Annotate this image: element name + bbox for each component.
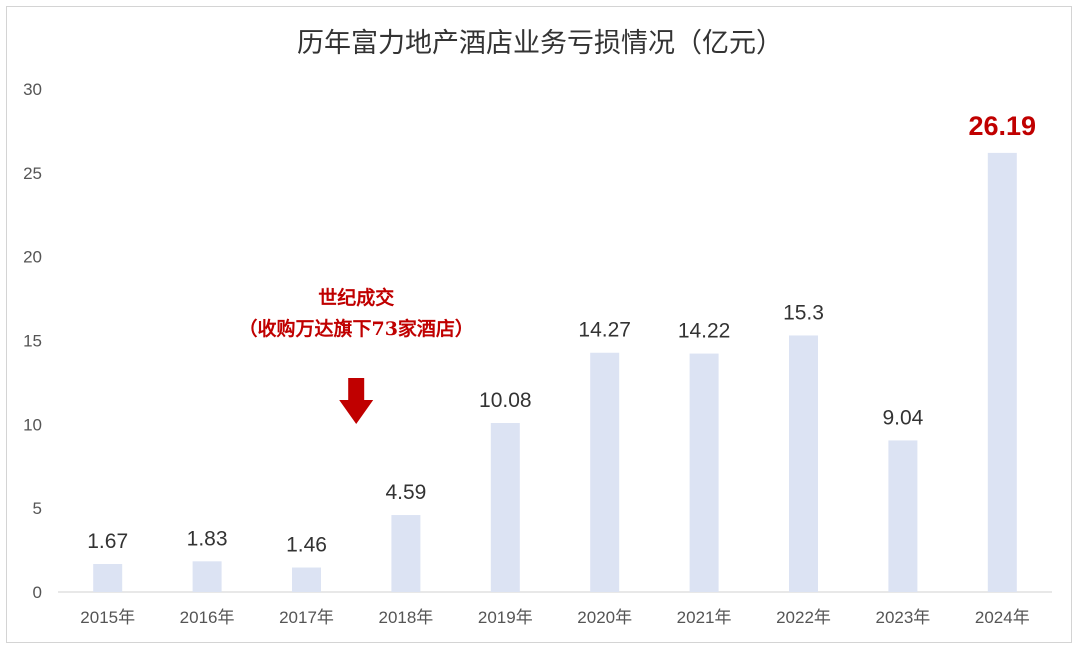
value-label: 10.08 — [479, 389, 532, 412]
value-labels: 1.67 1.83 1.46 4.59 10.08 14.27 14.22 15.3 9.04 2… — [87, 111, 1036, 557]
x-tick-label: 2018年 — [378, 608, 433, 627]
value-label: 14.27 — [578, 319, 631, 342]
value-label: 1.67 — [87, 530, 128, 553]
value-label: 1.83 — [187, 527, 228, 550]
x-axis-labels: 2015年 2016年 2017年 2018年 2019年 2020年 2021年 2022年… — [80, 608, 1029, 627]
x-tick-label: 2020年 — [577, 608, 632, 627]
bar — [292, 567, 321, 592]
x-tick-label: 2021年 — [677, 608, 732, 627]
value-label: 15.3 — [783, 301, 824, 324]
bar — [192, 561, 222, 592]
x-tick-label: 2024年 — [975, 608, 1030, 627]
x-tick-label: 2017年 — [279, 608, 334, 627]
annotation: 世纪成交 （收购万达旗下73家酒店） — [238, 286, 474, 424]
bar — [987, 152, 1017, 593]
y-tick-label: 15 — [23, 332, 42, 351]
chart-title: 历年富力地产酒店业务亏损情况（亿元） — [297, 28, 783, 59]
x-tick-label: 2016年 — [180, 608, 235, 627]
bar — [490, 422, 520, 592]
annotation-line2: （收购万达旗下73家酒店） — [238, 317, 473, 340]
y-tick-label: 10 — [23, 415, 42, 434]
bar — [789, 335, 818, 592]
value-label: 1.46 — [286, 534, 327, 557]
bar — [888, 440, 918, 592]
bar — [689, 353, 719, 592]
y-tick-label: 25 — [23, 164, 42, 183]
annotation-line1: 世纪成交 — [318, 286, 394, 309]
bar — [590, 352, 620, 592]
y-tick-label: 5 — [33, 499, 42, 518]
x-tick-label: 2023年 — [875, 608, 930, 627]
bars — [93, 152, 1017, 593]
y-tick-label: 0 — [33, 583, 42, 602]
value-label: 9.04 — [882, 406, 923, 429]
x-tick-label: 2019年 — [478, 608, 533, 627]
x-tick-label: 2015年 — [80, 608, 135, 627]
down-arrow-icon — [339, 378, 374, 424]
y-tick-label: 30 — [23, 80, 42, 99]
value-label: 26.19 — [969, 111, 1037, 141]
value-label: 4.59 — [385, 481, 426, 504]
bar — [391, 515, 421, 592]
value-label: 14.22 — [678, 320, 731, 343]
x-tick-label: 2022年 — [776, 608, 831, 627]
y-axis-ticks: 0 5 10 15 20 25 30 — [23, 80, 42, 602]
y-tick-label: 20 — [23, 248, 42, 267]
bar — [93, 563, 123, 592]
